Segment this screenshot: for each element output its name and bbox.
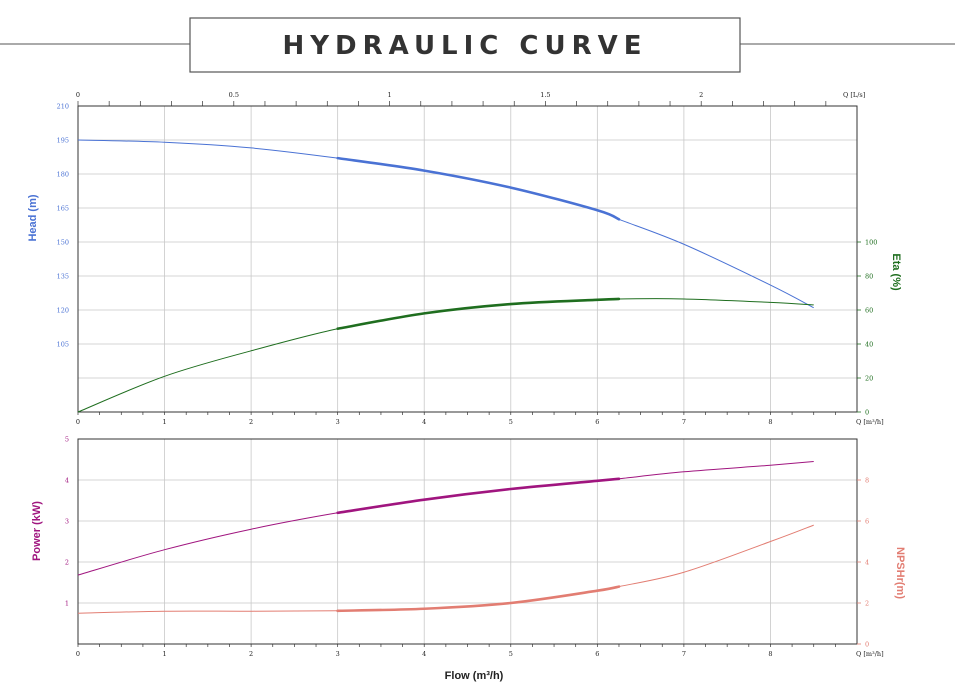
- y-right-tick-label: 0: [865, 409, 869, 417]
- x-top-tick-label: 0.5: [229, 91, 239, 99]
- power-axis-title: Power (kW): [31, 501, 43, 561]
- bottom-panel: 0 1 2 3 4 5 6 7 8 Q [m³/h] 1 2 3 4 5 0 2 4 6 8: [65, 436, 884, 659]
- x-top-tick-label: 0: [76, 91, 80, 99]
- power-curve-operating-range: [336, 477, 621, 515]
- x-tick-label: 0: [76, 418, 80, 426]
- npsh-curve-operating-range: [336, 585, 621, 613]
- power-curve-line: [77, 461, 814, 576]
- y-right-tick-label: 40: [865, 341, 873, 349]
- y-left-tick-label: 180: [57, 171, 69, 179]
- y-left-tick-label: 165: [57, 205, 69, 213]
- x-tick-label: 1: [162, 650, 166, 658]
- x-tick-label: 8: [768, 650, 772, 658]
- x-axis-unit-label: Q [m³/h]: [856, 650, 884, 658]
- x-tick-label: 4: [422, 650, 426, 658]
- x-tick-label: 4: [422, 418, 426, 426]
- x-tick-label: 7: [682, 418, 686, 426]
- x-tick-label: 7: [682, 650, 686, 658]
- y-left-tick-label: 4: [65, 477, 69, 485]
- x-tick-label: 8: [768, 418, 772, 426]
- y-left-tick-label: 120: [57, 307, 69, 315]
- y-right-tick-label: 0: [865, 641, 869, 649]
- y-right-tick-label: 2: [865, 600, 869, 608]
- eta-curve-line: [77, 298, 814, 413]
- y-left-tick-label: 5: [65, 436, 69, 444]
- x-tick-label: 2: [249, 650, 253, 658]
- eta-axis-title: Eta (%): [890, 253, 902, 291]
- y-left-tick-label: 195: [57, 137, 69, 145]
- x-tick-label: 1: [162, 418, 166, 426]
- y-left-tick-label: 150: [57, 239, 69, 247]
- y-left-tick-label: 210: [57, 103, 69, 111]
- y-right-tick-label: 6: [865, 518, 869, 526]
- x-tick-label: 5: [509, 650, 513, 658]
- x-tick-label: 5: [509, 418, 513, 426]
- y-right-tick-label: 8: [865, 477, 869, 485]
- y-left-tick-label: 135: [57, 273, 69, 281]
- head-axis-title: Head (m): [27, 194, 39, 241]
- x-top-axis-unit-label: Q [L/s]: [843, 91, 865, 99]
- y-right-tick-label: 60: [865, 307, 873, 315]
- x-tick-label: 3: [336, 650, 340, 658]
- flow-axis-title: Flow (m³/h): [445, 670, 504, 682]
- chart-title: HYDRAULIC CURVE: [282, 31, 647, 61]
- y-right-tick-label: 100: [865, 239, 877, 247]
- y-right-tick-label: 80: [865, 273, 873, 281]
- y-left-tick-label: 2: [65, 559, 69, 567]
- head-curve-operating-range: [336, 156, 621, 221]
- x-tick-label: 6: [595, 650, 599, 658]
- x-tick-label: 0: [76, 650, 80, 658]
- x-tick-label: 3: [336, 418, 340, 426]
- y-left-tick-label: 1: [65, 600, 69, 608]
- y-right-tick-label: 4: [865, 559, 869, 567]
- npsh-curve-line: [77, 524, 814, 614]
- x-top-tick-label: 1: [388, 91, 392, 99]
- x-top-tick-label: 2: [699, 91, 703, 99]
- eta-curve-operating-range: [336, 297, 621, 330]
- x-tick-label: 2: [249, 418, 253, 426]
- x-tick-label: 6: [595, 418, 599, 426]
- npsh-axis-title: NPSHr(m): [894, 547, 906, 599]
- y-right-tick-label: 20: [865, 375, 873, 383]
- x-top-tick-label: 1.5: [540, 91, 550, 99]
- x-axis-unit-label: Q [m³/h]: [856, 418, 884, 426]
- y-left-tick-label: 3: [65, 518, 69, 526]
- y-left-tick-label: 105: [57, 341, 69, 349]
- head-curve-line: [77, 139, 814, 309]
- title-box: [189, 17, 741, 73]
